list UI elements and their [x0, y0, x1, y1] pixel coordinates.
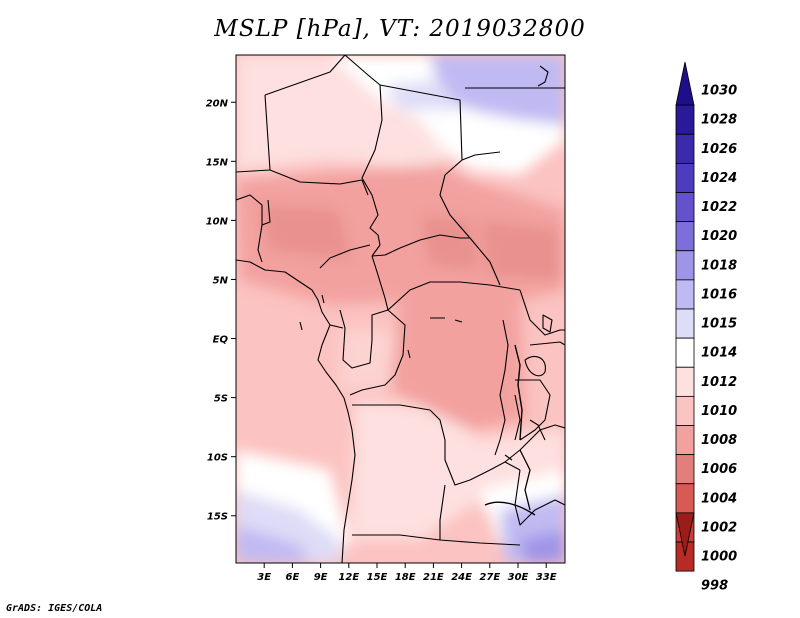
colorbar-label: 1014: [701, 346, 737, 361]
colorbar-label: 1024: [701, 171, 737, 186]
lon-tick-label: 33E: [536, 572, 557, 583]
colorbar-swatch: [675, 250, 695, 281]
colorbar-swatch: [675, 104, 695, 135]
colorbar-label: 1010: [701, 404, 737, 419]
colorbar-swatch: [675, 308, 695, 339]
footer-credit: GrADS: IGES/COLA: [6, 603, 103, 614]
lat-tick-label: EQ: [213, 335, 229, 346]
lat-tick-label: 15N: [206, 157, 229, 168]
colorbar-swatch: [675, 512, 695, 557]
colorbar-label: 1012: [701, 375, 737, 390]
colorbar-swatch: [675, 133, 695, 164]
map-frame: [235, 54, 566, 564]
lon-tick-label: 27E: [479, 572, 500, 583]
colorbar-label: 1016: [701, 287, 737, 302]
lon-tick-label: 15E: [367, 572, 388, 583]
colorbar-swatch: [675, 425, 695, 456]
colorbar-label: 1020: [701, 229, 737, 244]
colorbar-swatch: [675, 279, 695, 310]
colorbar-label: 1004: [701, 491, 737, 506]
colorbar-swatch: [675, 366, 695, 397]
colorbar-label: 1022: [701, 200, 737, 215]
colorbar-swatch: [675, 395, 695, 426]
colorbar-label: 1018: [701, 258, 737, 273]
lat-tick-label: 20N: [206, 98, 229, 109]
longitude-axis: 3E 6E 9E 12E 15E 18E 21E 24E 27E 30E 33E: [257, 563, 557, 583]
latitude-axis: 20N 15N 10N 5N EQ 5S 10S 15S: [206, 98, 236, 523]
colorbar-label: 1006: [701, 462, 737, 477]
lon-tick-label: 30E: [508, 572, 529, 583]
lat-tick-label: 15S: [207, 512, 228, 523]
colorbar-label: 1015: [701, 317, 737, 332]
colorbar-swatch: [675, 162, 695, 193]
colorbar-label: 1002: [701, 520, 737, 535]
map-title: MSLP [hPa], VT: 2019032800: [214, 16, 586, 42]
colorbar-swatch: [675, 221, 695, 252]
colorbar: 1030 1028 1026 1024 1022 1020 1018 1016 1015 1014…: [675, 61, 737, 594]
colorbar-swatch: [675, 61, 695, 106]
colorbar-label: 1000: [701, 550, 737, 565]
colorbar-label: 1008: [701, 433, 737, 448]
country-borders: [236, 55, 565, 563]
lat-tick-label: 5S: [214, 394, 228, 405]
colorbar-swatch: [675, 483, 695, 514]
colorbar-swatch: [675, 192, 695, 223]
lat-tick-label: 10S: [207, 453, 228, 464]
lon-tick-label: 3E: [257, 572, 271, 583]
colorbar-label: 998: [701, 579, 728, 594]
colorbar-swatch: [675, 454, 695, 485]
colorbar-label: 1028: [701, 113, 737, 128]
lon-tick-label: 9E: [314, 572, 328, 583]
lon-tick-label: 12E: [338, 572, 359, 583]
lat-tick-label: 5N: [213, 275, 229, 286]
lon-tick-label: 24E: [451, 572, 472, 583]
lon-tick-label: 18E: [395, 572, 416, 583]
lat-tick-label: 10N: [206, 216, 229, 227]
lon-tick-label: 6E: [286, 572, 300, 583]
pressure-field: [236, 55, 565, 563]
colorbar-swatch: [675, 337, 695, 368]
colorbar-label: 1026: [701, 142, 737, 157]
colorbar-label: 1030: [701, 84, 737, 99]
lon-tick-label: 21E: [423, 572, 444, 583]
